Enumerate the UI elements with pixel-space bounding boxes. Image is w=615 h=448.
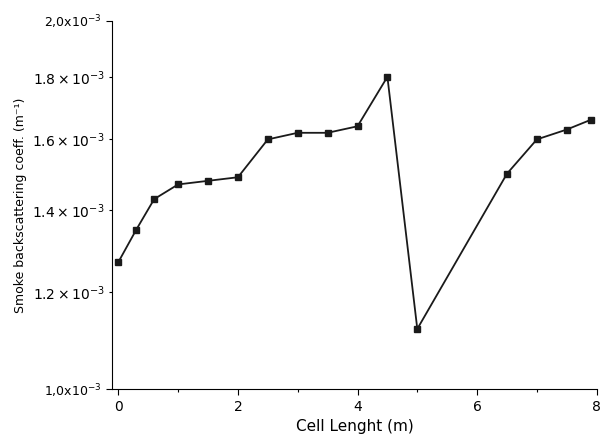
X-axis label: Cell Lenght (m): Cell Lenght (m) [296, 419, 413, 434]
Y-axis label: Smoke backscattering coeff. (m⁻¹): Smoke backscattering coeff. (m⁻¹) [14, 97, 27, 313]
